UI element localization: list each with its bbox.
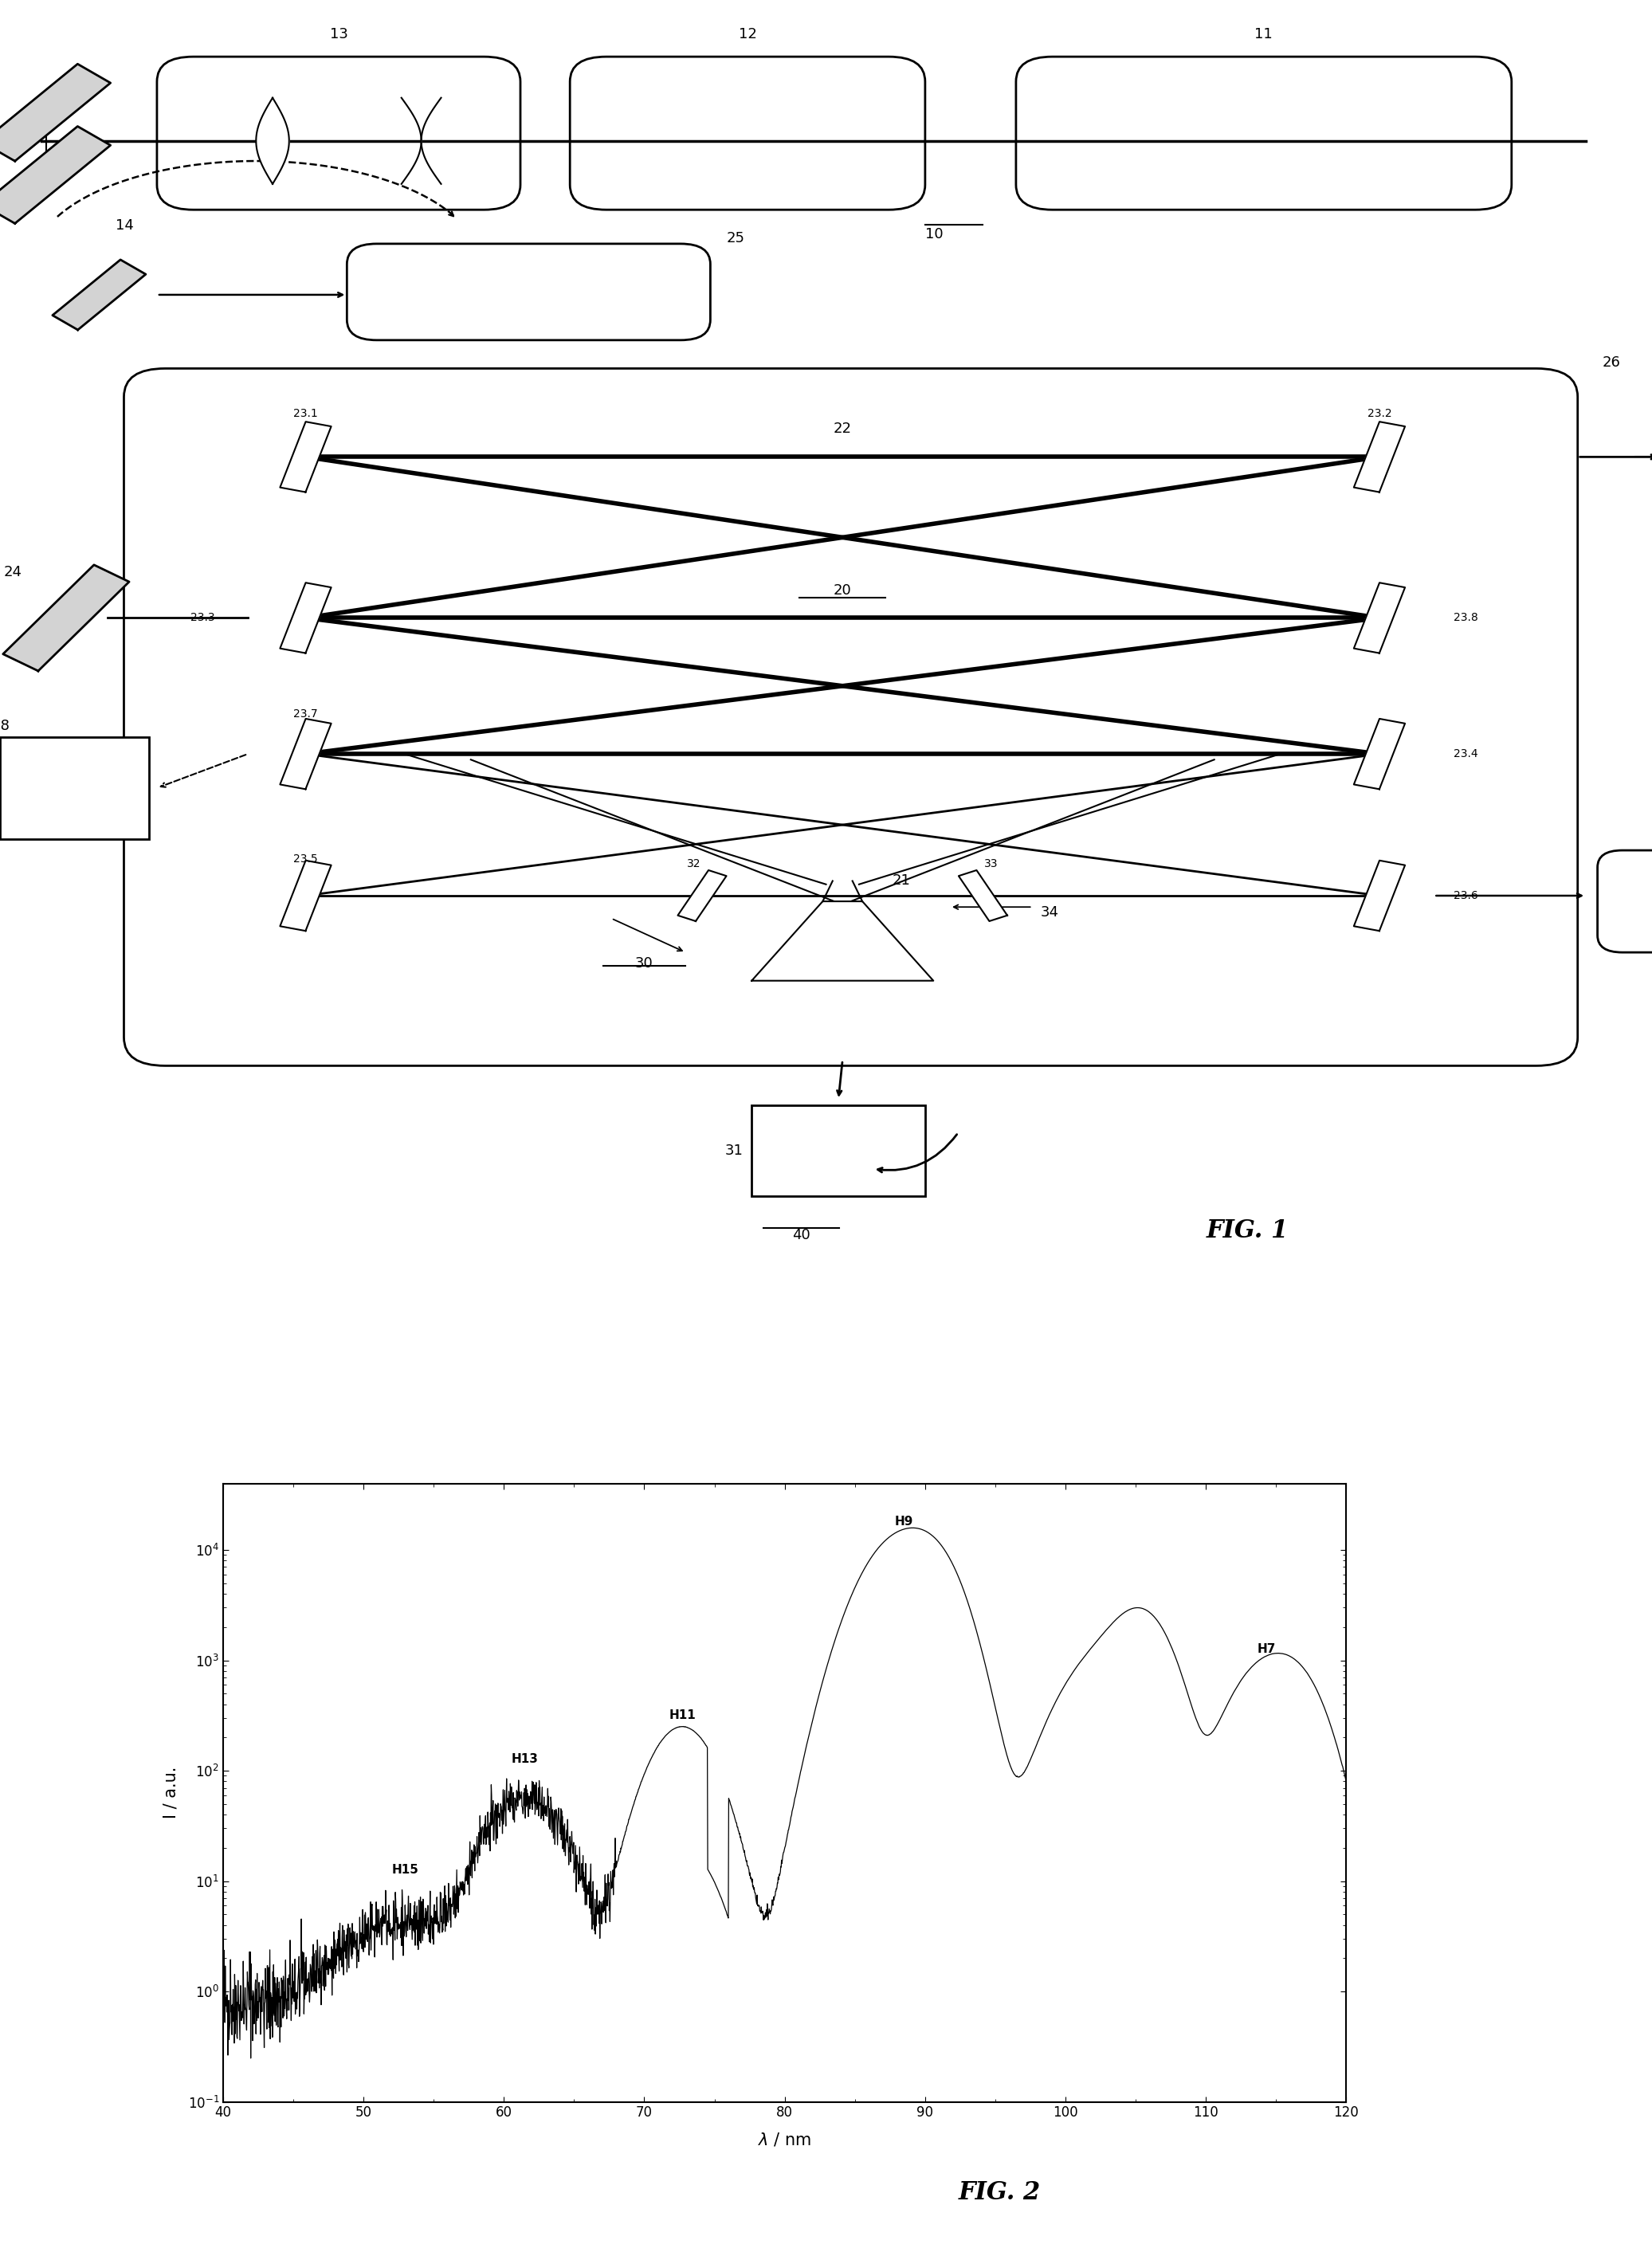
Text: 28: 28 <box>0 719 10 733</box>
Polygon shape <box>1355 423 1404 492</box>
Polygon shape <box>0 126 111 223</box>
Polygon shape <box>281 719 330 789</box>
FancyBboxPatch shape <box>570 56 925 209</box>
Polygon shape <box>958 870 1008 922</box>
Text: 34: 34 <box>1041 906 1059 919</box>
Polygon shape <box>53 261 145 330</box>
Text: 10: 10 <box>925 227 943 241</box>
Text: 40: 40 <box>793 1227 809 1243</box>
Bar <box>0 737 149 839</box>
Text: 33: 33 <box>985 859 998 870</box>
Text: 23.2: 23.2 <box>1368 409 1391 420</box>
Polygon shape <box>281 861 330 931</box>
Polygon shape <box>0 63 111 162</box>
Polygon shape <box>677 870 727 922</box>
Polygon shape <box>1355 861 1404 931</box>
Text: 22: 22 <box>833 420 852 436</box>
Text: 23.4: 23.4 <box>1454 749 1479 760</box>
Text: 11: 11 <box>1256 27 1272 40</box>
Text: H15: H15 <box>392 1864 420 1875</box>
Text: 23.5: 23.5 <box>294 854 317 865</box>
FancyBboxPatch shape <box>347 243 710 339</box>
Text: 13: 13 <box>329 27 349 40</box>
FancyBboxPatch shape <box>124 369 1578 1066</box>
Text: 21: 21 <box>892 874 910 888</box>
Text: 12: 12 <box>738 27 757 40</box>
Text: H13: H13 <box>512 1753 539 1765</box>
Text: FIG. 1: FIG. 1 <box>1206 1218 1289 1243</box>
Y-axis label: I / a.u.: I / a.u. <box>164 1767 178 1819</box>
Text: 30: 30 <box>636 958 653 971</box>
Text: 24: 24 <box>3 566 21 580</box>
Text: 31: 31 <box>725 1144 743 1158</box>
Text: 32: 32 <box>687 859 700 870</box>
Text: 20: 20 <box>834 582 851 598</box>
Polygon shape <box>281 582 330 654</box>
Text: 23.3: 23.3 <box>190 611 215 623</box>
Text: H9: H9 <box>895 1515 914 1529</box>
Text: 14: 14 <box>116 218 134 234</box>
Polygon shape <box>1355 582 1404 654</box>
Polygon shape <box>281 423 330 492</box>
Text: FIG. 2: FIG. 2 <box>958 2181 1041 2205</box>
Text: 23.1: 23.1 <box>294 409 317 420</box>
Text: 26: 26 <box>1602 355 1621 371</box>
X-axis label: $\lambda$ / nm: $\lambda$ / nm <box>758 2131 811 2147</box>
Text: 25: 25 <box>727 232 745 245</box>
Polygon shape <box>752 901 933 980</box>
Text: 23.8: 23.8 <box>1454 611 1479 623</box>
Text: H7: H7 <box>1257 1643 1275 1655</box>
Text: H11: H11 <box>669 1708 695 1722</box>
FancyBboxPatch shape <box>157 56 520 209</box>
Polygon shape <box>1355 719 1404 789</box>
Bar <box>752 1106 925 1196</box>
FancyBboxPatch shape <box>1597 850 1652 953</box>
FancyBboxPatch shape <box>1016 56 1512 209</box>
Text: 23.7: 23.7 <box>294 708 317 719</box>
Polygon shape <box>3 564 129 670</box>
Text: 23.6: 23.6 <box>1454 890 1479 901</box>
